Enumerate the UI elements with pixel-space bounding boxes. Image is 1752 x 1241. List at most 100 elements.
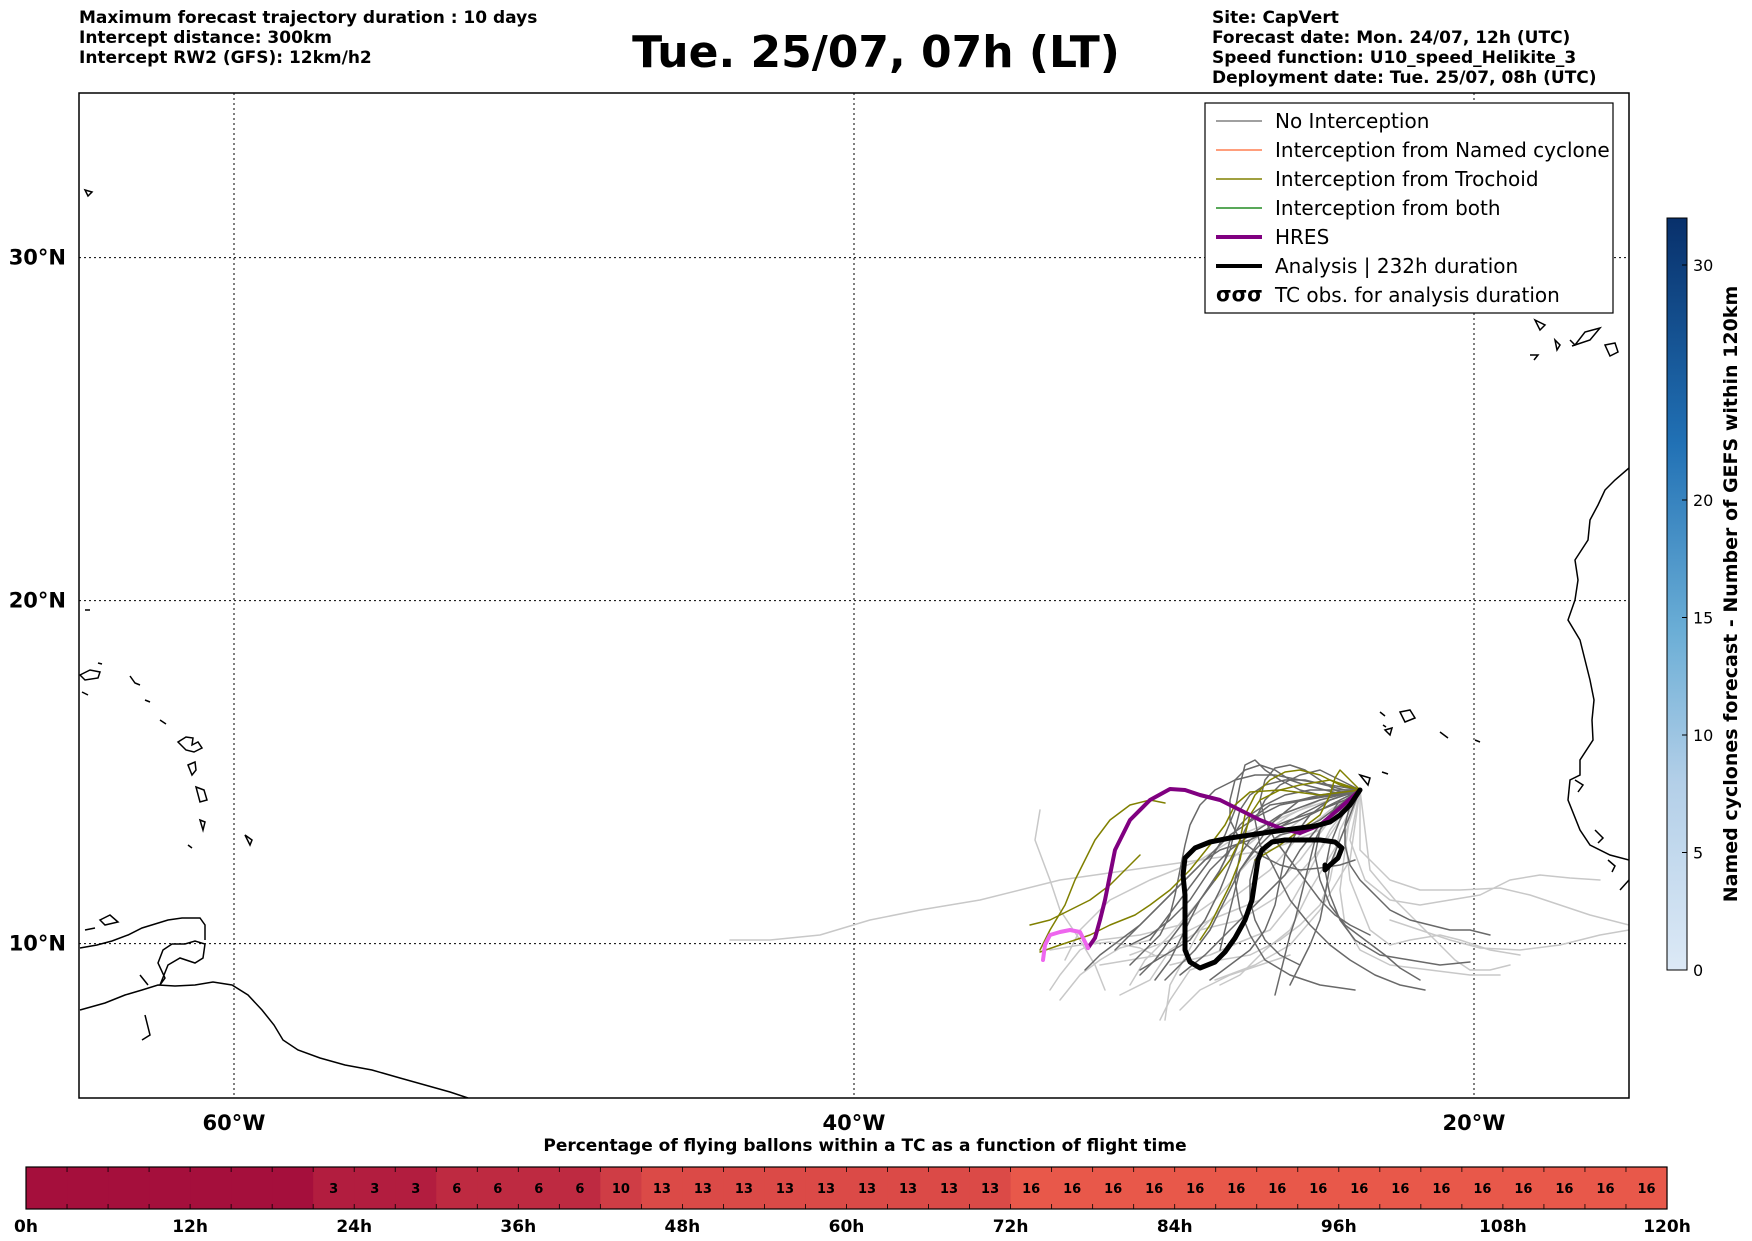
flight-bar-cell xyxy=(846,1167,889,1209)
flight-bar-value: 13 xyxy=(694,1182,712,1197)
flight-bar-frame xyxy=(25,1166,1668,1210)
flight-bar-cell xyxy=(1502,1167,1545,1209)
tc-symbol-icon: σσσ xyxy=(1216,282,1263,306)
legend-entry: σσσ TC obs. for analysis duration xyxy=(1216,282,1560,307)
flight-bar-tick-label: 72h xyxy=(993,1217,1029,1237)
header-left-info: Maximum forecast trajectory duration : 1… xyxy=(79,8,537,68)
intercept-rw2-text: Intercept RW2 (GFS): 12km/h2 xyxy=(79,48,372,68)
flight-bar-value: 13 xyxy=(776,1182,794,1197)
colorbar-tick-label: 0 xyxy=(1693,961,1703,980)
flight-bar-tick-label: 60h xyxy=(829,1217,865,1237)
colorbar-tick-label: 10 xyxy=(1693,726,1713,745)
flight-bar-cell xyxy=(1092,1167,1135,1209)
parallel-label: 30°N xyxy=(9,246,66,270)
flight-bar-cell xyxy=(682,1167,725,1209)
flight-bar-value: 13 xyxy=(858,1182,876,1197)
colorbar-tick-label: 5 xyxy=(1693,844,1703,863)
colorbar-tick-label: 30 xyxy=(1693,256,1713,275)
legend-entry: Interception from Named cyclone xyxy=(1216,138,1610,162)
header-right-info: Site: CapVert Forecast date: Mon. 24/07,… xyxy=(1212,8,1597,88)
flight-bar-cell xyxy=(1461,1167,1504,1209)
legend-entry: Analysis | 232h duration xyxy=(1216,254,1518,278)
flight-bar-value: 3 xyxy=(411,1182,420,1197)
flight-bar-value: 3 xyxy=(370,1182,379,1197)
flight-bar-cell xyxy=(272,1167,314,1209)
flight-bar-cell xyxy=(1543,1167,1586,1209)
flight-bar-tick-label: 24h xyxy=(336,1217,372,1237)
coast-senegal xyxy=(1567,467,1629,861)
flight-bar-value: 13 xyxy=(899,1182,917,1197)
page-title: Tue. 25/07, 07h (LT) xyxy=(632,27,1120,78)
flight-bar-cell xyxy=(477,1167,519,1209)
flight-bar-cell xyxy=(395,1167,437,1209)
intercept-distance-text: Intercept distance: 300km xyxy=(79,28,332,48)
flight-bar-cell xyxy=(1420,1167,1463,1209)
flight-bar-cell xyxy=(1051,1167,1094,1209)
flight-bar-cell xyxy=(805,1167,848,1209)
legend-label: HRES xyxy=(1275,225,1329,249)
flight-bar-tick-label: 120h xyxy=(1643,1217,1691,1237)
trajectories xyxy=(729,759,1629,1021)
flight-bar-value: 3 xyxy=(329,1182,338,1197)
flight-bar-cell xyxy=(1584,1167,1627,1209)
flight-bar-value: 16 xyxy=(1555,1182,1573,1197)
site-text: Site: CapVert xyxy=(1212,8,1339,28)
flight-bar-tick-label: 108h xyxy=(1479,1217,1527,1237)
axis-labels: 60°W 40°W 20°W 30°N 20°N 10°N xyxy=(9,246,1506,1135)
forecast-date-text: Forecast date: Mon. 24/07, 12h (UTC) xyxy=(1212,28,1571,48)
flight-bar-value: 16 xyxy=(1309,1182,1327,1197)
flight-bar-cell xyxy=(969,1167,1012,1209)
deployment-date-text: Deployment date: Tue. 25/07, 08h (UTC) xyxy=(1212,68,1597,88)
flight-bar-value: 6 xyxy=(493,1182,502,1197)
colorbar-tick-label: 20 xyxy=(1693,491,1713,510)
flight-bar-cell xyxy=(1215,1167,1258,1209)
flight-bar-tick-label: 48h xyxy=(665,1217,701,1237)
flight-bar-cell xyxy=(723,1167,766,1209)
flight-bar-cell xyxy=(1256,1167,1299,1209)
flight-bar-cell xyxy=(641,1167,683,1209)
meridian-label: 60°W xyxy=(203,1111,266,1135)
coast-south-america xyxy=(79,981,469,1098)
flight-bar-cell xyxy=(231,1167,273,1209)
flight-bar-cell xyxy=(1010,1167,1053,1209)
colorbar: 0 5 10 15 20 30 Named cyclones forecast - Num… xyxy=(1666,217,1742,980)
flight-bar-value: 16 xyxy=(1391,1182,1409,1197)
legend-label: Analysis | 232h duration xyxy=(1275,254,1518,278)
flight-bar-value: 16 xyxy=(1104,1182,1122,1197)
flight-bar-cell xyxy=(26,1167,68,1209)
flight-bar-value: 13 xyxy=(653,1182,671,1197)
flight-bar-value: 10 xyxy=(612,1182,630,1197)
legend-label: Interception from Trochoid xyxy=(1275,167,1539,191)
flight-bar-tick-label: 12h xyxy=(172,1217,208,1237)
legend-entry: Interception from both xyxy=(1216,196,1501,220)
flight-bar-cell xyxy=(108,1167,150,1209)
flight-bar-value: 16 xyxy=(1637,1182,1655,1197)
flight-bar-cell xyxy=(1174,1167,1217,1209)
flight-bar-value: 6 xyxy=(575,1182,584,1197)
legend-label: No Interception xyxy=(1275,109,1429,133)
speed-function-text: Speed function: U10_speed_Helikite_3 xyxy=(1212,48,1577,68)
colorbar-tick-label: 15 xyxy=(1693,609,1713,628)
flight-bar-cell xyxy=(928,1167,971,1209)
flight-bar-value: 13 xyxy=(940,1182,958,1197)
legend-entry: HRES xyxy=(1216,225,1329,249)
flight-bar-value: 16 xyxy=(1145,1182,1163,1197)
flight-bar-cell xyxy=(190,1167,232,1209)
hres-trajectory xyxy=(1086,787,1362,950)
flight-bar-title: Percentage of flying ballons within a TC… xyxy=(543,1136,1186,1156)
coast-guadeloupe xyxy=(176,736,204,753)
flight-bar-cell xyxy=(764,1167,807,1209)
map-frame xyxy=(78,92,1630,1099)
flight-bar-cell xyxy=(600,1167,642,1209)
colorbar-gradient xyxy=(1666,217,1688,971)
legend-label: Interception from both xyxy=(1275,196,1501,220)
parallel-label: 10°N xyxy=(9,932,66,956)
coastlines xyxy=(79,188,1629,1098)
colorbar-label: Named cyclones forecast - Number of GEFS… xyxy=(1720,286,1742,903)
legend-entry: No Interception xyxy=(1216,109,1429,133)
meridian-label: 40°W xyxy=(823,1111,886,1135)
flight-bar-value: 16 xyxy=(1186,1182,1204,1197)
flight-bar-cell xyxy=(1338,1167,1381,1209)
legend-label: TC obs. for analysis duration xyxy=(1274,283,1560,307)
flight-bar-value: 16 xyxy=(1063,1182,1081,1197)
